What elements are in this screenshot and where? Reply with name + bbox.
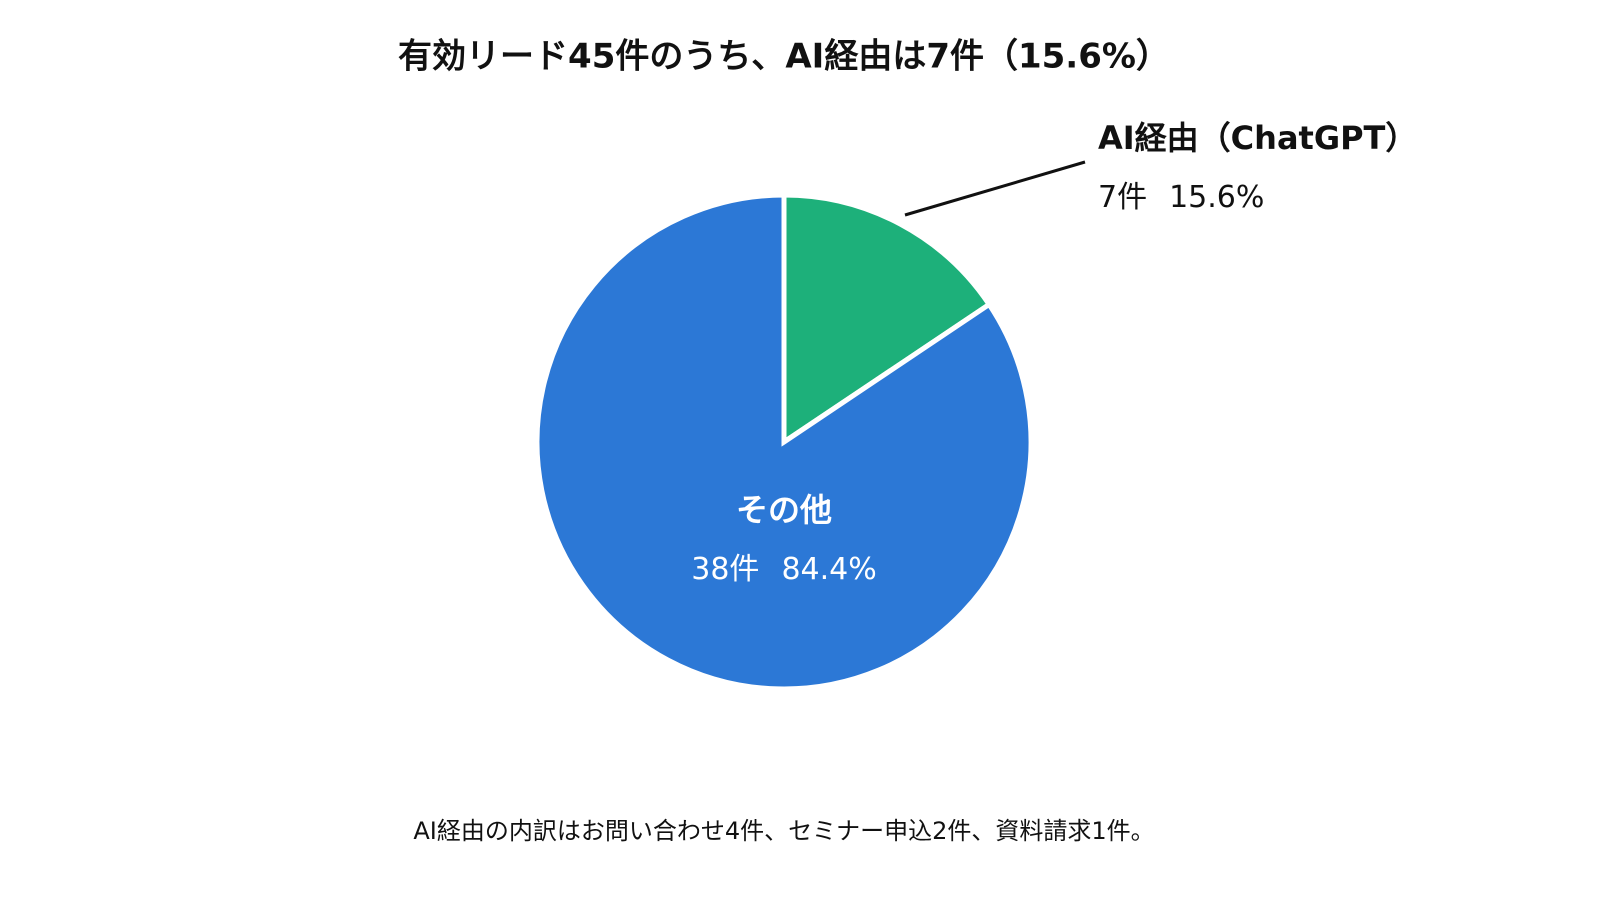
count-label: 38件: [691, 552, 759, 587]
pie-slice: [781, 192, 993, 447]
leader-line: [904, 160, 1086, 217]
slice-label: AI経由（ChatGPT）: [1098, 119, 1417, 157]
slice-label: その他: [736, 491, 832, 529]
slice-value-label: 38件 84.4%: [691, 552, 877, 587]
annotation: AI経由の内訳はお問い合わせ4件、セミナー申込2件、資料請求1件。: [413, 817, 1154, 845]
chart-title: 有効リード45件のうち、AI経由は7件（15.6%）: [398, 37, 1170, 77]
value-label: 15.6%: [1169, 180, 1264, 215]
pie-slice: [534, 192, 1034, 692]
value-label: 84.4%: [781, 552, 876, 587]
count-label: 7件: [1098, 180, 1147, 215]
slice-value-label: 7件 15.6%: [1098, 180, 1264, 215]
